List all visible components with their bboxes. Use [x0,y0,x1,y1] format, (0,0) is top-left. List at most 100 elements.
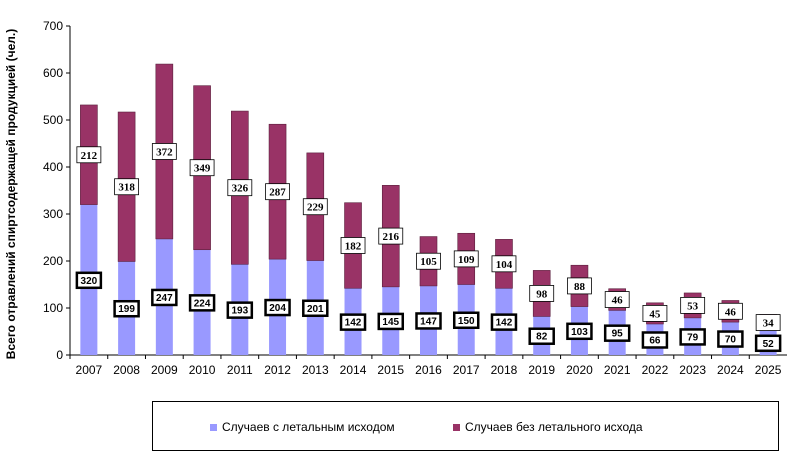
x-tick-label: 2010 [189,363,216,377]
x-tick-label: 2012 [264,363,291,377]
legend-label-fatal: Случаев с летальным исходом [222,420,395,434]
x-tick-label: 2007 [76,363,103,377]
y-tick-label: 700 [43,19,63,33]
x-tick-label: 2013 [302,363,329,377]
data-label-text: 142 [345,318,362,329]
data-label-nonfatal: 46 [604,291,630,308]
data-label-fatal: 147 [415,312,442,330]
data-label-text: 326 [232,183,249,195]
data-label-box [302,198,328,216]
data-label-text: 88 [574,281,586,293]
data-label-box [265,183,290,201]
data-label-text: 46 [612,295,624,307]
x-axis: 2007 2008 2009 2010 2011 2012 2013 2014 2015 2016… [69,354,787,377]
data-label-fatal: 150 [452,311,480,329]
data-label-box [226,301,254,319]
y-tick-label: 600 [43,66,63,80]
data-label-text: 147 [420,316,437,327]
data-label-nonfatal: 34 [755,314,781,331]
data-label-fatal: 52 [754,334,782,353]
data-label-box [340,237,366,254]
x-tick-label: 2008 [113,363,140,377]
data-label-nonfatal: 349 [189,159,215,177]
data-label-box [227,179,253,197]
data-label-text: 109 [458,254,475,266]
y-tick-label: 200 [43,254,63,268]
data-label-fatal: 247 [151,288,178,307]
data-label-nonfatal: 287 [265,183,290,201]
data-label-fatal: 79 [679,328,706,346]
data-label-fatal: 95 [603,324,631,342]
data-label-box [339,313,367,331]
data-label-fatal: 142 [490,313,518,331]
data-label-box [604,291,630,308]
data-label-box [377,312,405,331]
data-label-text: 193 [231,306,248,317]
data-label-nonfatal: 109 [453,250,479,268]
data-label-box [680,297,706,314]
data-label-box [76,146,102,164]
data-label-fatal: 82 [528,327,555,345]
legend: Случаев с летальным исходом Случаев без … [152,401,779,451]
y-tick-label: 400 [43,160,63,174]
data-label-box [453,250,479,268]
data-label-nonfatal: 372 [151,143,177,160]
data-label-fatal: 103 [566,322,593,341]
data-label-nonfatal: 105 [416,252,441,270]
data-label-text: 95 [612,329,624,340]
data-label-fatal: 70 [717,330,744,348]
data-label-fatal: 142 [339,313,367,331]
x-tick-label: 2020 [566,363,593,377]
data-label-box [452,311,480,329]
x-tick-label: 2022 [642,363,669,377]
data-label-box [717,330,744,348]
data-label-box [567,277,592,295]
data-label-box [754,334,782,353]
data-label-text: 318 [118,182,135,194]
data-label-nonfatal: 104 [491,255,517,273]
data-label-text: 45 [649,308,661,320]
data-label-fatal: 66 [641,331,669,349]
data-label-box [378,227,404,245]
y-tick-label: 300 [43,207,63,221]
data-label-text: 201 [307,304,324,315]
data-label-box [113,299,140,318]
data-label-text: 53 [687,300,699,312]
data-label-text: 247 [156,293,173,304]
x-tick-label: 2023 [679,363,706,377]
data-label-text: 103 [571,327,588,338]
data-label-fatal: 145 [377,312,405,331]
data-label-box [302,299,329,318]
data-label-nonfatal: 229 [302,198,328,216]
data-label-text: 145 [382,317,399,328]
data-label-text: 34 [763,318,775,330]
data-label-box [189,159,215,177]
data-label-box [679,328,706,346]
data-label-nonfatal: 45 [642,305,668,322]
y-axis: 0 100 200 300 400 500 600 700 [43,19,71,362]
y-tick-label: 500 [43,113,63,127]
legend-swatch-nonfatal [453,423,460,431]
data-label-text: 98 [536,288,548,300]
bars [80,63,777,355]
data-label-box [415,312,442,330]
data-label-text: 224 [194,298,211,309]
x-tick-label: 2021 [604,363,631,377]
data-label-box [151,288,178,307]
data-label-box [529,285,555,302]
x-tick-label: 2015 [377,363,404,377]
data-label-text: 142 [496,318,513,329]
data-label-box [641,331,669,349]
x-tick-label: 2009 [151,363,178,377]
x-tick-label: 2011 [227,363,253,377]
legend-item-fatal: Случаев с летальным исходом [210,420,395,434]
data-labels: 212 320 318 199 372 247 349 224 326 193 287 204 229 2… [75,143,782,353]
y-axis-title: Всего отравлений спиртсодержащей продукц… [4,29,18,359]
legend-item-nonfatal: Случаев без летального исхода [453,420,643,434]
data-label-nonfatal: 212 [76,146,102,164]
data-label-text: 349 [194,163,211,175]
data-label-box [566,322,593,341]
data-label-text: 229 [307,202,324,214]
legend-label-nonfatal: Случаев без летального исхода [465,420,643,434]
